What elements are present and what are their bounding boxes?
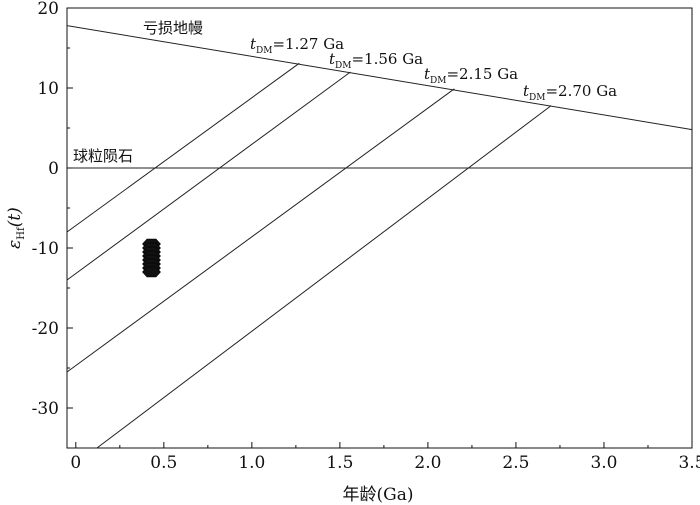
y-tick-label: -30 — [32, 399, 59, 419]
x-tick-label: 0 — [70, 453, 81, 473]
x-tick-label: 1.0 — [238, 453, 265, 473]
depleted-mantle-label: 亏损地幔 — [143, 19, 203, 37]
model-age-line — [66, 71, 351, 281]
line-layer — [66, 25, 693, 449]
y-axis-title-sub: Hf — [16, 226, 27, 240]
y-axis-title: εHf(t) — [5, 207, 27, 249]
x-tick-label: 2.0 — [414, 453, 441, 473]
y-axis-title-tail: (t) — [5, 207, 25, 227]
chondrite-label: 球粒陨石 — [73, 147, 133, 165]
data-point — [142, 266, 161, 278]
plot-frame — [66, 7, 693, 449]
points-layer — [142, 238, 161, 278]
x-tick-label: 1.5 — [326, 453, 353, 473]
x-tick-label: 3.5 — [678, 453, 700, 473]
y-axis-title-epsilon: ε — [5, 240, 25, 249]
model-age-line — [66, 88, 455, 373]
y-tick-label: -20 — [32, 319, 59, 339]
y-tick-label: 0 — [48, 159, 59, 179]
depleted-mantle-line — [66, 25, 693, 131]
y-tick-label: 20 — [37, 0, 59, 19]
y-tick-label: -10 — [32, 239, 59, 259]
model-age-label: tDM=1.56 Ga — [329, 50, 423, 71]
model-age-line — [66, 62, 300, 233]
y-tick-label: 10 — [37, 79, 59, 99]
model-age-label: tDM=2.70 Ga — [523, 82, 617, 103]
model-age-label: tDM=2.15 Ga — [424, 65, 518, 86]
x-axis-title: 年龄(Ga) — [343, 485, 414, 505]
model-age-label: tDM=1.27 Ga — [250, 35, 344, 56]
model-age-line — [96, 105, 552, 449]
x-tick-label: 2.5 — [502, 453, 529, 473]
x-tick-label: 0.5 — [150, 453, 177, 473]
svg-text:εHf(t): εHf(t) — [5, 207, 27, 249]
tick-layer: 0 0.5 1.0 1.5 2.0 2.5 3.0 3.5 20 10 0 -10 -20 -30 — [32, 0, 700, 473]
x-tick-label: 3.0 — [590, 453, 617, 473]
